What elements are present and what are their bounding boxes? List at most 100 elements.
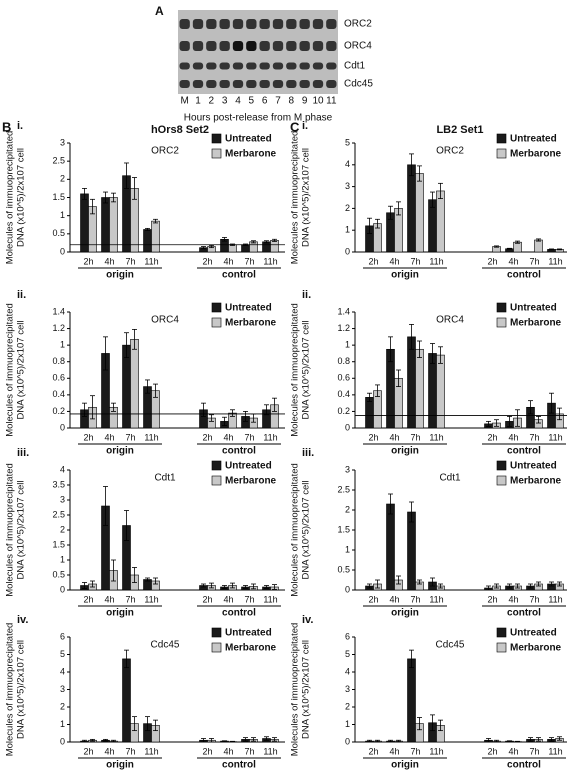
blot-band: [232, 41, 244, 51]
x-tick-label: 11h: [263, 594, 277, 604]
group-label: origin: [106, 270, 134, 281]
x-tick-label: 7h: [125, 594, 135, 604]
error-bar: [222, 585, 227, 589]
error-bar: [486, 585, 491, 591]
blot-band: [246, 62, 257, 70]
blot-band: [272, 41, 284, 51]
error-bar: [103, 336, 108, 371]
x-tick-label: 2h: [202, 432, 212, 442]
error-bar: [549, 737, 554, 742]
error-bar: [222, 416, 227, 426]
x-tick-label: 11h: [429, 594, 443, 604]
error-bar: [264, 404, 269, 416]
error-bar: [209, 738, 214, 743]
x-tick-label: 4h: [389, 256, 399, 266]
error-bar: [243, 585, 248, 589]
error-bar: [111, 402, 116, 412]
y-axis-label: Molecules of immuoprecipitated: [290, 623, 301, 757]
y-tick-label: 2: [345, 701, 350, 711]
y-axis-label: DNA (x10^5)/2x107 cell: [301, 321, 312, 420]
error-bar: [132, 716, 137, 732]
y-tick-label: 5: [345, 649, 350, 659]
error-bar: [82, 188, 87, 200]
bar: [407, 164, 416, 253]
y-axis-label: DNA (x10^5)/2x107 cell: [16, 481, 27, 580]
error-bar: [230, 582, 235, 589]
lane-label: 6: [262, 96, 268, 107]
legend-swatch: [496, 317, 507, 328]
legend-swatch: [211, 148, 222, 159]
error-bar: [90, 738, 95, 742]
group-label: control: [222, 608, 256, 619]
blot-row-label: Cdt1: [344, 61, 366, 72]
x-tick-label: 4h: [389, 594, 399, 604]
y-tick-label: 0.5: [337, 564, 350, 574]
y-axis-label: Molecules of immuoprecipitated: [290, 463, 301, 597]
y-tick-label: 6: [345, 631, 350, 641]
y-tick-label: 1.4: [52, 306, 65, 316]
x-tick-label: 7h: [125, 746, 135, 756]
y-tick-label: 0: [60, 422, 65, 432]
legend-label: Merbarone: [510, 318, 562, 329]
lane-label: 2: [209, 96, 215, 107]
error-bar: [515, 740, 520, 743]
blot-band: [299, 62, 310, 70]
y-tick-label: 1: [345, 544, 350, 554]
y-tick-label: 0: [345, 584, 350, 594]
error-bar: [515, 583, 520, 589]
x-tick-label: 7h: [529, 256, 539, 266]
error-bar: [201, 738, 206, 743]
blot-band: [219, 41, 230, 51]
y-tick-label: 1: [60, 340, 65, 350]
error-bar: [132, 567, 137, 583]
x-tick-label: 7h: [244, 746, 254, 756]
x-tick-label: 4h: [104, 594, 114, 604]
error-bar: [396, 739, 401, 743]
y-tick-label: 1: [60, 210, 65, 220]
error-bar: [536, 238, 541, 242]
error-bar: [528, 400, 533, 415]
blot-band: [299, 41, 310, 51]
error-bar: [272, 238, 277, 242]
error-bar: [124, 332, 129, 358]
error-bar: [430, 343, 435, 364]
x-tick-label: 4h: [508, 594, 518, 604]
y-tick-label: 0.5: [52, 228, 65, 238]
blot-band: [286, 41, 297, 51]
x-tick-label: 2h: [202, 746, 212, 756]
error-bar: [272, 737, 277, 742]
blot-band: [206, 62, 217, 70]
error-bar: [409, 153, 414, 177]
y-axis-label: Molecules of immuoprecipitated: [5, 131, 16, 265]
x-tick-label: 11h: [548, 594, 562, 604]
error-bar: [251, 737, 256, 742]
error-bar: [528, 737, 533, 742]
lane-label: 8: [289, 96, 295, 107]
error-bar: [409, 501, 414, 523]
blot-band: [192, 41, 204, 51]
group-label: origin: [106, 446, 134, 457]
x-tick-label: 4h: [508, 432, 518, 442]
x-tick-label: 7h: [529, 594, 539, 604]
blot-band: [312, 80, 324, 88]
blot-band: [179, 41, 190, 51]
x-tick-label: 11h: [548, 746, 562, 756]
x-tick-label: 4h: [508, 746, 518, 756]
x-tick-label: 7h: [410, 746, 420, 756]
error-bar: [417, 579, 422, 585]
x-tick-label: 7h: [125, 432, 135, 442]
blot-band: [272, 80, 284, 88]
x-tick-label: 4h: [508, 256, 518, 266]
legend-swatch: [211, 475, 222, 486]
error-bar: [124, 510, 129, 541]
group-label: origin: [106, 608, 134, 619]
blot-band: [219, 80, 230, 88]
panel-sublabel: i.: [302, 120, 308, 132]
lane-label: 7: [275, 96, 281, 107]
blot-band: [179, 80, 190, 88]
blot-band: [259, 80, 270, 88]
error-bar: [396, 201, 401, 216]
error-bar: [145, 577, 150, 582]
blot-band: [232, 80, 244, 88]
